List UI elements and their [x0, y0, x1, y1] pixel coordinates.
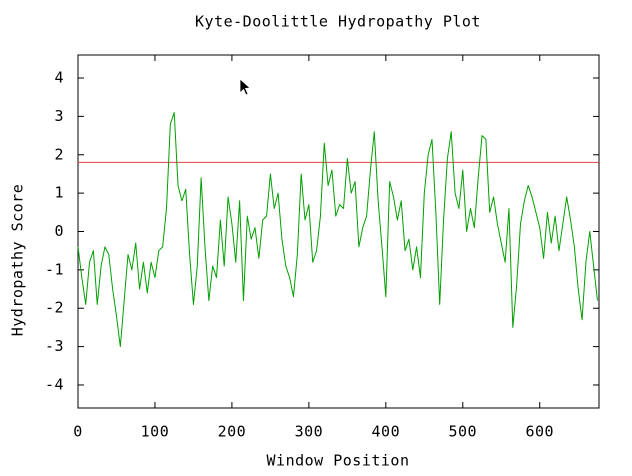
- x-tick-label: 0: [73, 423, 83, 441]
- y-tick-label: 4: [54, 69, 64, 87]
- x-tick-label: 500: [448, 423, 477, 441]
- plot-frame: [77, 54, 600, 409]
- x-tick-label: 200: [218, 423, 247, 441]
- x-tick-label: 300: [295, 423, 324, 441]
- y-tick-label: -1: [45, 260, 64, 278]
- y-tick-label: 1: [54, 184, 64, 202]
- x-tick-label: 100: [141, 423, 170, 441]
- y-tick-label: 2: [54, 145, 64, 163]
- y-axis-label: Hydropathy Score: [9, 184, 27, 337]
- y-tick-label: -4: [45, 375, 64, 393]
- x-tick-label: 600: [525, 423, 554, 441]
- mouse-cursor: [239, 78, 251, 96]
- y-tick-label: -2: [45, 299, 64, 317]
- data-line: [77, 112, 598, 348]
- x-axis-label: Window Position: [267, 452, 410, 470]
- y-tick-label: 3: [54, 107, 64, 125]
- y-tick-label: 0: [54, 222, 64, 240]
- chart-title: Kyte-Doolittle Hydropathy Plot: [195, 13, 481, 31]
- x-tick-label: 400: [372, 423, 401, 441]
- y-tick-label: -3: [45, 337, 64, 355]
